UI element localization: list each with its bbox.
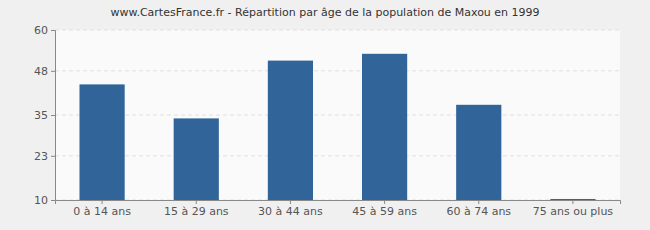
tick-mark [196,200,197,204]
tick: 23 [34,150,55,163]
grid-line [55,155,620,156]
bar [362,54,407,200]
tick-mark [478,200,479,204]
bar [550,199,595,200]
chart: www.CartesFrance.fr - Répartition par âg… [0,0,650,230]
tick-label: 60 [34,24,48,37]
tick-label: 60 à 74 ans [446,205,511,218]
tick-label: 48 [34,65,48,78]
tick: 35 [34,109,55,122]
tick-label: 23 [34,150,48,163]
tick-mark [51,71,55,72]
tick: 45 à 59 ans [352,200,417,218]
axis-line [51,31,56,201]
plot: 10 23 35 48 60 0 à 14 ans 15 à 29 ans 30 à 44 a… [34,24,621,218]
tick-mark [290,200,291,204]
tick-label: 0 à 14 ans [73,205,131,218]
tick: 60 [34,24,55,37]
grid-line [55,70,620,71]
tick-mark [51,156,55,157]
tick-label: 75 ans ou plus [533,205,614,218]
tick-mark [51,115,55,116]
bar [174,118,219,200]
tick-label: 35 [34,109,48,122]
bars [79,54,595,200]
bar [456,105,501,200]
plot-area [55,30,620,200]
title: www.CartesFrance.fr - Répartition par âg… [110,6,539,19]
tick-mark [572,200,573,204]
tick: 0 à 14 ans [73,200,131,218]
grid-line [55,115,620,116]
tick: 48 [34,65,55,78]
tick: 75 ans ou plus [533,200,614,218]
tick: 10 [34,194,55,207]
tick: 30 à 44 ans [258,200,323,218]
axis-line [56,201,621,205]
axis: 0 à 14 ans 15 à 29 ans 30 à 44 ans 45 à 59 … [56,200,621,218]
tick-label: 10 [34,194,48,207]
grid [55,30,620,200]
background [0,0,650,230]
tick-mark [51,200,55,201]
tick: 60 à 74 ans [446,200,511,218]
bar [79,84,124,200]
bar [268,61,313,200]
grid-line [55,30,620,31]
tick-label: 30 à 44 ans [258,205,323,218]
tick-label: 15 à 29 ans [164,205,229,218]
tick-mark [102,200,103,204]
axis: 10 23 35 48 60 [34,24,56,207]
tick: 15 à 29 ans [164,200,229,218]
tick-mark [384,200,385,204]
tick-label: 45 à 59 ans [352,205,417,218]
tick-mark [51,30,55,31]
